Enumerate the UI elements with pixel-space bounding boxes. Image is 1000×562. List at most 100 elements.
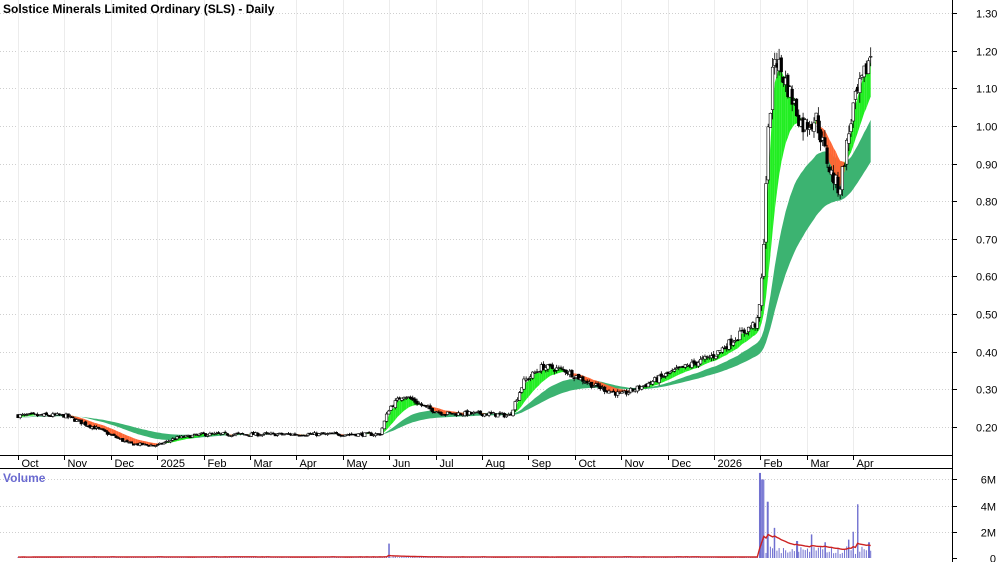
price-candle	[225, 432, 229, 437]
price-candle	[526, 377, 530, 382]
price-candle	[661, 375, 666, 378]
short-term-ribbon-segment	[120, 432, 123, 440]
price-candle	[596, 381, 600, 389]
price-tick-label: 0.20	[976, 423, 997, 435]
price-candle	[762, 238, 766, 280]
price-candle	[570, 369, 574, 378]
candle-body	[714, 355, 718, 359]
short-term-ribbon-segment	[707, 357, 710, 364]
price-candle	[520, 387, 524, 394]
short-term-ribbon-segment	[678, 367, 681, 375]
short-term-ribbon-segment	[606, 384, 609, 391]
short-term-ribbon-segment	[127, 435, 130, 442]
price-candle	[245, 434, 249, 436]
price-candle	[816, 107, 820, 141]
price-candle	[755, 314, 759, 331]
price-candle	[223, 430, 227, 434]
price-candle	[581, 375, 585, 385]
candle-body	[847, 133, 851, 144]
price-candle	[153, 445, 157, 448]
month-label: Dec	[115, 458, 135, 470]
candle-body	[155, 444, 160, 446]
price-candle	[121, 437, 125, 442]
price-candle	[651, 380, 655, 386]
candle-body	[101, 428, 105, 431]
candle-body	[18, 414, 22, 418]
price-candle	[260, 434, 264, 437]
candle-body	[145, 444, 149, 446]
short-term-ribbon-segment	[848, 134, 852, 157]
volume-axis: 0 2M 4M 6M	[952, 475, 996, 562]
price-candle	[428, 403, 432, 412]
price-candle	[847, 125, 851, 151]
candle-body	[576, 373, 581, 380]
short-term-ribbon-segment	[100, 424, 104, 430]
candle-body	[696, 362, 701, 367]
short-term-ribbon-segment	[541, 368, 544, 383]
short-term-ribbon-segment	[772, 82, 775, 232]
price-candle	[790, 85, 794, 112]
price-candle	[304, 434, 308, 437]
candle-body	[716, 350, 720, 355]
price-candle	[105, 430, 110, 437]
price-candle	[842, 163, 847, 167]
candle-body	[496, 413, 500, 418]
candle-body	[452, 412, 456, 415]
candle-body	[114, 435, 118, 438]
candle-body	[428, 405, 432, 410]
short-term-ribbon-segment	[776, 67, 780, 193]
volume-tick-label: 0	[990, 554, 996, 562]
short-term-ribbon-segment	[399, 399, 402, 415]
price-tick-label: 1.20	[976, 47, 997, 59]
short-term-ribbon-segment	[672, 370, 675, 378]
month-label: Jul	[440, 458, 454, 470]
price-candle	[563, 369, 567, 376]
short-term-ribbon-segment	[96, 423, 99, 428]
price-tick-label: 0.40	[976, 348, 997, 360]
price-tick-label: 1.00	[976, 122, 997, 134]
candle-body	[280, 432, 284, 435]
price-candle	[827, 164, 831, 174]
candle-body	[592, 386, 596, 388]
candle-body	[487, 412, 491, 416]
short-term-ribbon-segment	[109, 427, 112, 435]
candle-body	[849, 123, 853, 132]
candle-body	[363, 432, 367, 437]
short-term-ribbon-segment	[864, 73, 867, 114]
candle-body	[275, 433, 280, 436]
candle-body	[203, 433, 208, 437]
short-term-ribbon-segment	[543, 368, 546, 381]
candle-body	[563, 369, 567, 373]
price-candle	[129, 441, 134, 444]
price-candle	[190, 434, 195, 438]
month-label: Feb	[764, 458, 783, 470]
candle-body	[720, 347, 724, 353]
price-candle	[112, 433, 116, 436]
short-term-ribbon-segment	[680, 367, 684, 374]
candle-body	[112, 433, 116, 436]
price-candle	[378, 432, 382, 436]
short-term-ribbon-segment	[866, 67, 869, 109]
price-candle	[537, 370, 541, 373]
price-candle	[731, 339, 735, 347]
candle-body	[404, 397, 408, 400]
candle-body	[389, 405, 393, 411]
candle-body	[356, 433, 360, 437]
chart-title: Solstice Minerals Limited Ordinary (SLS)…	[3, 2, 275, 16]
price-candle	[234, 432, 238, 437]
month-label: Mar	[254, 458, 273, 470]
short-term-ribbon-segment	[781, 69, 784, 163]
price-candle	[400, 397, 404, 402]
candle-body	[103, 429, 107, 432]
candle-body	[384, 413, 389, 422]
price-candle	[757, 303, 762, 322]
candle-body	[581, 376, 585, 382]
candle-body	[659, 373, 663, 377]
short-term-ribbon-segment	[534, 372, 538, 390]
candle-body	[79, 419, 83, 425]
short-term-ribbon-segment	[851, 118, 854, 153]
volume-tick-label: 2M	[981, 528, 996, 540]
candle-body	[225, 433, 229, 436]
short-term-ribbon-segment	[702, 357, 705, 366]
